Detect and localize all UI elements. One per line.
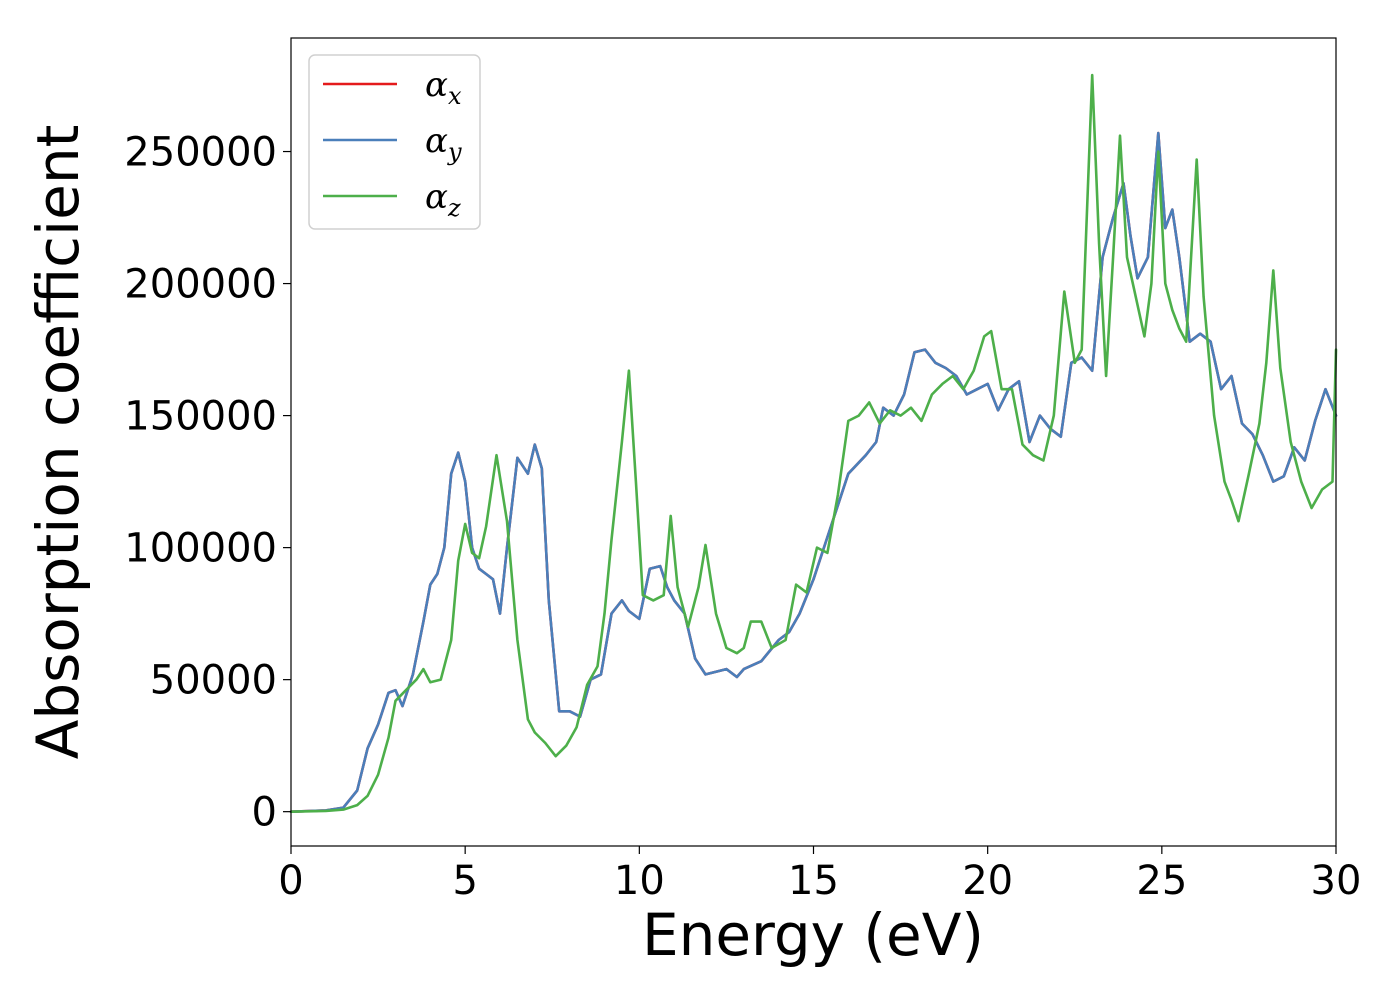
y-axis: 0 50000 100000 150000 200000 250000	[124, 130, 291, 836]
x-tick-label: 5	[452, 858, 477, 904]
legend-entries: αx αy αz	[323, 65, 462, 222]
series-line-alpha-z	[289, 73, 1338, 813]
legend: αx αy αz	[308, 54, 481, 230]
y-tick-label: 250000	[124, 130, 277, 176]
y-tick-label: 100000	[124, 526, 277, 572]
y-axis-title: Absorption coefficient	[24, 125, 92, 760]
x-axis-title: Energy (eV)	[642, 901, 984, 969]
legend-label-alpha-y: αy	[425, 121, 462, 166]
x-tick-label: 25	[1136, 858, 1187, 904]
x-tick-label: 0	[278, 858, 303, 904]
x-tick-label: 10	[614, 858, 665, 904]
legend-label-alpha-x: αx	[425, 65, 462, 110]
x-tick-label: 15	[788, 858, 839, 904]
x-tick-label: 30	[1311, 858, 1362, 904]
legend-label-alpha-z: αz	[425, 177, 461, 222]
legend-frame	[308, 54, 481, 230]
x-tick-label: 20	[962, 858, 1013, 904]
series-layer	[289, 73, 1338, 813]
y-tick-label: 50000	[150, 658, 277, 704]
x-axis: 0 5 10 15 20 25 30	[278, 846, 1361, 904]
y-tick-label: 200000	[124, 262, 277, 308]
y-tick-label: 0	[252, 790, 277, 836]
y-tick-label: 150000	[124, 394, 277, 440]
